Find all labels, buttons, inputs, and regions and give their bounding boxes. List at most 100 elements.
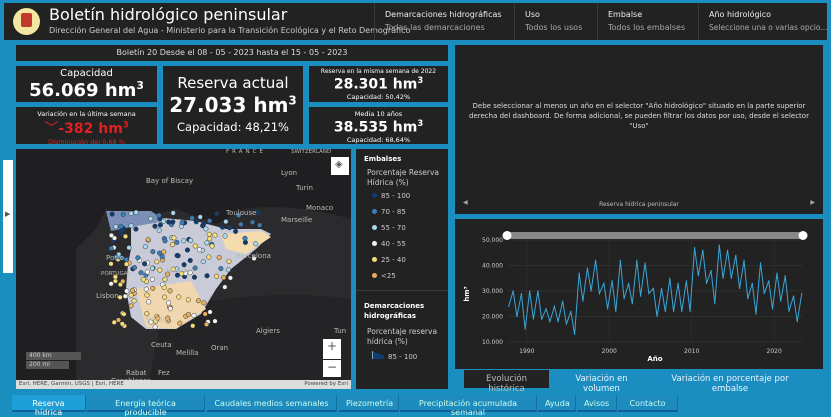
side-panel-toggle[interactable]: ▶ — [3, 160, 13, 273]
reservoir-marker[interactable] — [161, 285, 167, 291]
reservoir-marker[interactable] — [123, 261, 130, 267]
reservoir-marker[interactable] — [171, 235, 177, 241]
reservoir-marker[interactable] — [124, 288, 130, 294]
filter-embalse[interactable]: Embalse Todos los embalses — [597, 3, 697, 40]
reservoir-marker[interactable] — [165, 300, 172, 306]
reservoir-marker[interactable] — [212, 318, 218, 324]
reservoir-marker[interactable] — [181, 238, 187, 244]
reservoir-marker[interactable] — [140, 276, 146, 282]
reservoir-marker[interactable] — [128, 303, 134, 309]
reservoir-marker[interactable] — [148, 216, 154, 222]
reservoir-marker[interactable] — [222, 233, 228, 239]
reservoir-marker[interactable] — [207, 218, 213, 224]
reservoir-marker[interactable] — [200, 223, 206, 229]
reservoir-marker[interactable] — [225, 267, 231, 273]
chart-tab[interactable]: Evolución histórica — [464, 370, 549, 394]
reservoir-marker[interactable] — [155, 315, 161, 321]
reservoir-marker[interactable] — [113, 224, 119, 230]
reservoir-marker[interactable] — [138, 270, 144, 276]
reservoir-marker[interactable] — [108, 245, 114, 251]
reservoir-marker[interactable] — [160, 218, 167, 224]
reservoir-marker[interactable] — [203, 321, 210, 327]
reservoir-marker[interactable] — [115, 317, 122, 323]
reservoir-marker[interactable] — [170, 210, 176, 216]
nav-tab[interactable]: Piezometría — [339, 395, 399, 412]
reservoir-marker[interactable] — [204, 240, 210, 246]
history-line-chart[interactable]: 10.000 20.000 30.000 40.000 50.000 1990 2000 20… — [455, 219, 823, 369]
reservoir-marker[interactable] — [154, 259, 160, 265]
zoom-in-button[interactable]: + — [323, 339, 341, 359]
reservoir-marker[interactable] — [161, 249, 167, 255]
filter-demarcaciones[interactable]: Demarcaciones hidrográficas Todas las dem… — [374, 3, 514, 40]
reservoir-marker[interactable] — [120, 211, 126, 217]
reservoir-marker[interactable] — [165, 315, 171, 321]
reservoir-marker[interactable] — [157, 222, 163, 228]
reservoir-marker[interactable] — [144, 311, 150, 317]
reservoir-marker[interactable] — [129, 287, 136, 293]
reservoir-marker[interactable] — [203, 226, 209, 232]
reservoir-marker[interactable] — [119, 228, 125, 234]
reservoir-marker[interactable] — [113, 254, 119, 260]
reservoir-marker[interactable] — [162, 294, 168, 300]
reservoir-marker[interactable] — [190, 323, 196, 329]
reservoir-marker[interactable] — [170, 266, 176, 272]
reservoir-marker[interactable] — [222, 284, 228, 290]
reservoir-marker[interactable] — [159, 254, 165, 260]
reservoir-marker[interactable] — [128, 292, 134, 298]
reservoir-marker[interactable] — [111, 319, 117, 325]
reservoir-marker[interactable] — [122, 233, 129, 239]
map-view[interactable]: ◈ FRANCE SWITZERLAND Lyon Turin Bay of Bisca… — [16, 149, 351, 389]
reservoir-marker[interactable] — [233, 228, 239, 234]
reservoir-marker[interactable] — [166, 219, 172, 225]
range-slider-track[interactable] — [507, 232, 803, 239]
reservoir-marker[interactable] — [112, 278, 118, 284]
reservoir-marker[interactable] — [131, 298, 137, 304]
reservoir-marker[interactable] — [191, 312, 197, 319]
nav-tab[interactable]: Precipitación acumulada semanal — [400, 395, 537, 417]
reservoir-marker[interactable] — [174, 252, 180, 259]
reservoir-marker[interactable] — [157, 267, 163, 273]
reservoir-marker[interactable] — [179, 271, 185, 277]
reservoir-marker[interactable] — [207, 236, 213, 242]
reservoir-marker[interactable] — [118, 223, 124, 229]
reservoir-marker[interactable] — [192, 243, 198, 249]
reservoir-marker[interactable] — [227, 225, 233, 231]
reservoir-marker[interactable] — [149, 276, 156, 282]
reservoir-marker[interactable] — [108, 281, 114, 287]
reservoir-marker[interactable] — [236, 212, 242, 218]
reservoir-marker[interactable] — [170, 242, 176, 248]
reservoir-marker[interactable] — [255, 210, 261, 216]
reservoir-marker[interactable] — [156, 227, 162, 233]
reservoir-marker[interactable] — [135, 255, 141, 261]
reservoir-marker[interactable] — [207, 309, 213, 315]
reservoir-marker[interactable] — [112, 274, 118, 280]
reservoir-marker[interactable] — [120, 278, 126, 284]
reservoir-marker[interactable] — [123, 256, 129, 262]
reservoir-marker[interactable] — [184, 247, 191, 253]
reservoir-marker[interactable] — [109, 211, 115, 217]
reservoir-marker[interactable] — [133, 226, 139, 232]
reservoir-marker[interactable] — [150, 249, 156, 255]
reservoir-marker[interactable] — [167, 288, 173, 294]
nav-tab[interactable]: Ayuda — [538, 395, 576, 412]
reservoir-marker[interactable] — [185, 297, 191, 303]
reservoir-marker[interactable] — [152, 223, 158, 229]
reservoir-marker[interactable] — [144, 269, 150, 275]
reservoir-marker[interactable] — [227, 275, 233, 281]
reservoir-marker[interactable] — [121, 311, 127, 317]
reservoir-marker[interactable] — [189, 215, 195, 221]
reservoir-marker[interactable] — [162, 276, 168, 282]
reservoir-marker[interactable] — [142, 261, 148, 267]
reservoir-marker[interactable] — [214, 273, 220, 279]
reservoir-marker[interactable] — [126, 245, 132, 251]
nav-tab[interactable]: Avisos — [577, 395, 617, 412]
reservoir-marker[interactable] — [122, 293, 128, 299]
reservoir-marker[interactable] — [197, 214, 203, 220]
nav-tab[interactable]: Reserva hídrica — [12, 395, 86, 417]
reservoir-marker[interactable] — [108, 261, 114, 267]
chart-tab[interactable]: Variación en porcentaje por embalse — [653, 370, 807, 394]
reservoir-marker[interactable] — [179, 220, 185, 226]
reservoir-marker[interactable] — [214, 211, 220, 217]
reservoir-marker[interactable] — [193, 219, 199, 225]
nav-tab[interactable]: Energía teórica producible — [87, 395, 205, 417]
